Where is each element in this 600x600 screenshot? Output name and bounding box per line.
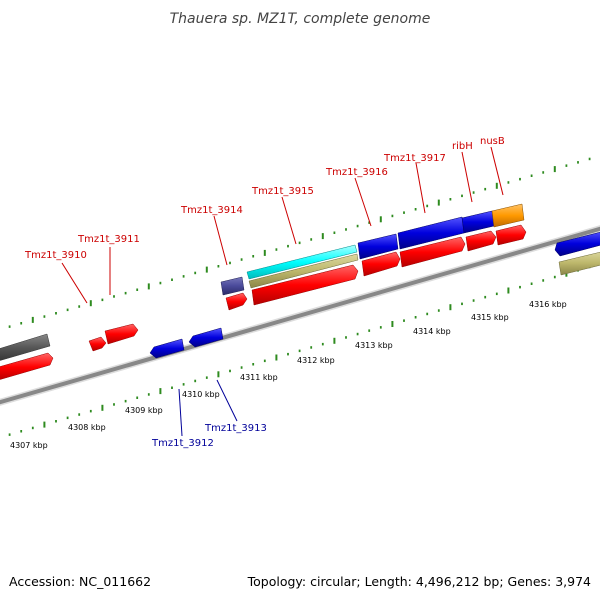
scale-label: 4310 kbp — [182, 390, 220, 399]
reverse-strand-genes — [149, 327, 224, 359]
accession-text: Accession: NC_011662 — [9, 574, 151, 589]
gene-feature[interactable] — [495, 224, 527, 246]
genome-backbone — [0, 225, 600, 406]
gene-feature[interactable] — [251, 264, 359, 306]
gene-feature[interactable] — [188, 327, 224, 348]
gene-label[interactable]: Tmz1t_3916 — [325, 167, 388, 178]
gene-label[interactable]: Tmz1t_3910 — [24, 250, 87, 261]
gene-label-leaders-bottom — [178, 379, 238, 437]
gene-feature[interactable] — [225, 292, 248, 311]
gene-label[interactable]: ribH — [452, 141, 473, 152]
scale-labels: 4307 kbp 4308 kbp 4309 kbp 4310 kbp 4311… — [10, 300, 567, 450]
gene-feature[interactable] — [149, 338, 185, 359]
gene-label-leaders-top — [61, 146, 504, 304]
gene-feature[interactable] — [558, 251, 600, 276]
genome-summary-text: Topology: circular; Length: 4,496,212 bp… — [247, 574, 591, 589]
gene-label[interactable]: Tmz1t_3913 — [204, 423, 267, 434]
gene-feature[interactable] — [399, 236, 466, 268]
gene-feature[interactable] — [357, 233, 399, 260]
gene-feature[interactable] — [246, 244, 358, 280]
gene-label[interactable]: nusB — [480, 136, 505, 147]
gene-feature[interactable] — [465, 230, 497, 252]
gene-feature[interactable] — [220, 276, 245, 296]
gene-feature[interactable] — [248, 253, 359, 289]
tick-row-top — [8, 157, 591, 328]
scale-label: 4313 kbp — [355, 341, 393, 350]
gene-feature[interactable] — [104, 323, 139, 345]
scale-label: 4309 kbp — [125, 406, 163, 415]
gene-label[interactable]: Tmz1t_3917 — [383, 153, 446, 164]
scale-label: 4316 kbp — [529, 300, 567, 309]
gene-labels-bottom: Tmz1t_3912 Tmz1t_3913 — [151, 423, 267, 449]
gene-label[interactable]: Tmz1t_3912 — [151, 438, 214, 449]
map-title: Thauera sp. MZ1T, complete genome — [170, 11, 431, 27]
scale-label: 4312 kbp — [297, 356, 335, 365]
scale-label: 4315 kbp — [471, 313, 509, 322]
gene-labels-top: Tmz1t_3910 Tmz1t_3911 Tmz1t_3914 Tmz1t_3… — [24, 136, 505, 261]
gene-feature[interactable] — [88, 336, 107, 352]
gene-feature[interactable] — [461, 210, 495, 234]
gene-feature[interactable] — [0, 333, 51, 362]
gene-feature[interactable] — [554, 231, 600, 257]
gene-feature[interactable] — [0, 352, 54, 381]
gene-label[interactable]: Tmz1t_3915 — [251, 186, 314, 197]
scale-label: 4308 kbp — [68, 423, 106, 432]
scale-label: 4311 kbp — [240, 373, 278, 382]
gene-feature[interactable] — [361, 251, 401, 277]
gene-label[interactable]: Tmz1t_3911 — [77, 234, 140, 245]
gene-label[interactable]: Tmz1t_3914 — [180, 205, 243, 216]
forward-strand-genes — [0, 203, 600, 381]
gene-feature[interactable] — [491, 203, 525, 228]
scale-label: 4307 kbp — [10, 441, 48, 450]
scale-label: 4314 kbp — [413, 327, 451, 336]
